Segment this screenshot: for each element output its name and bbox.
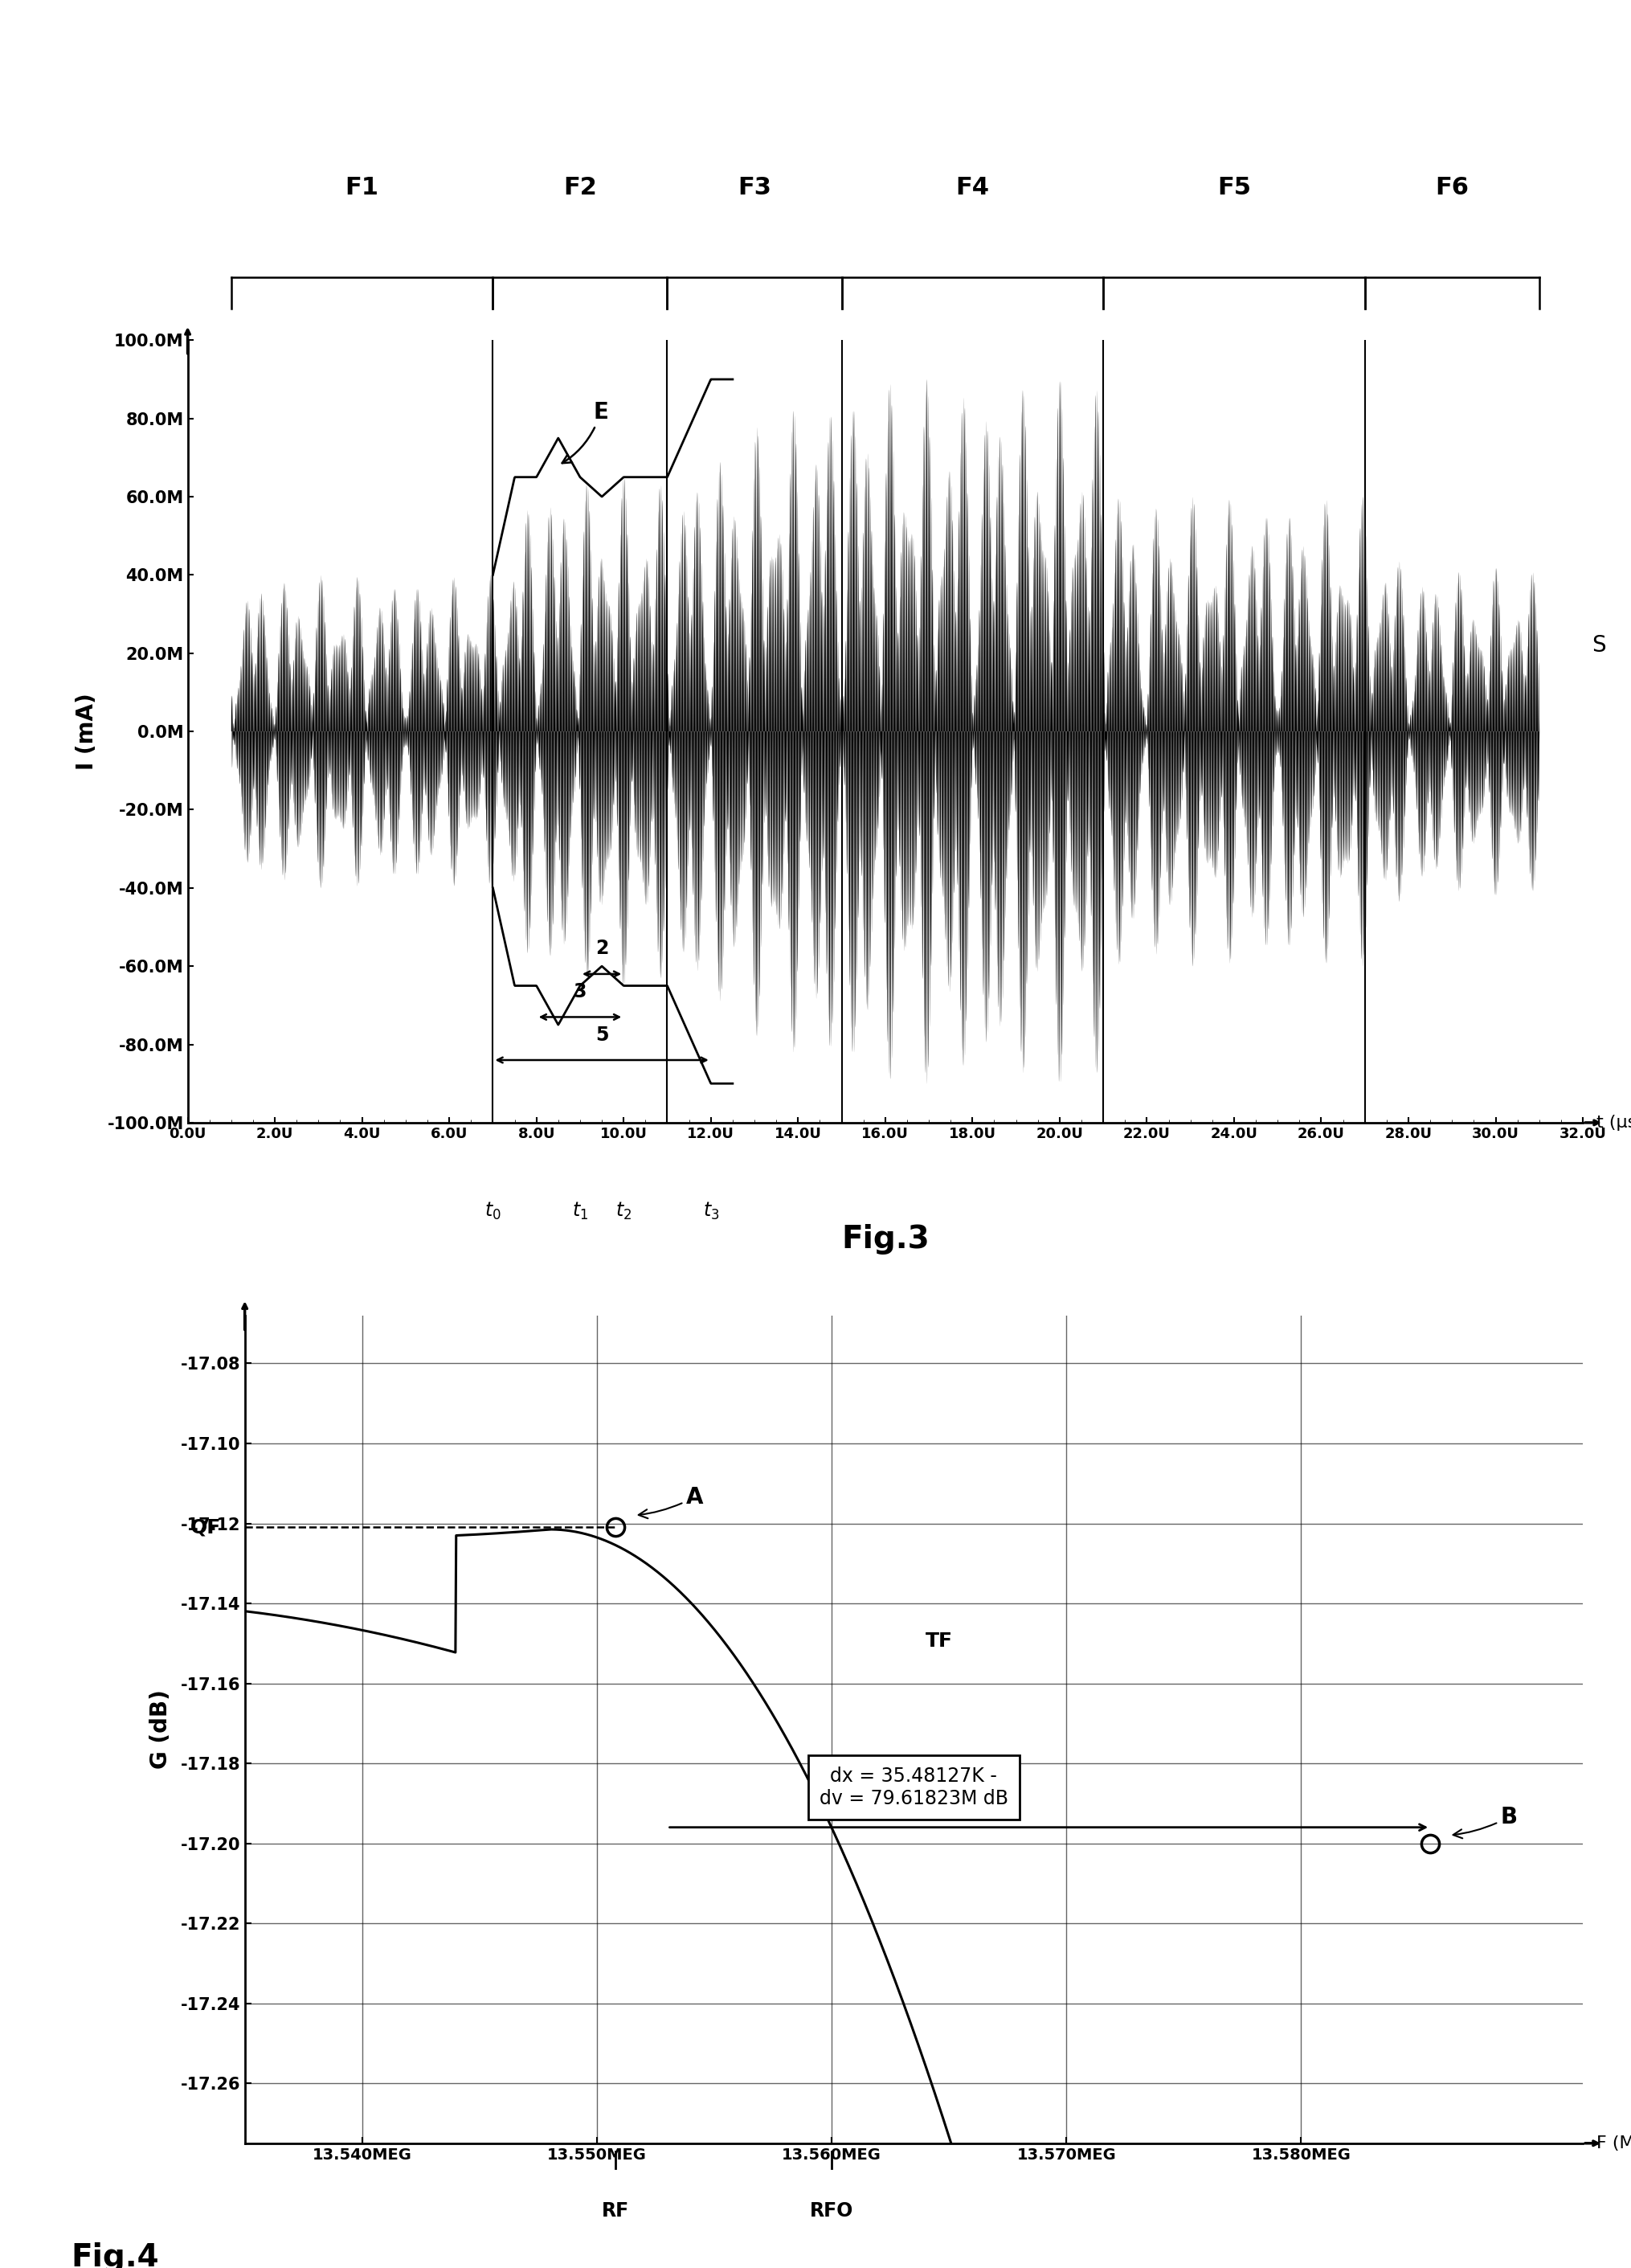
Text: B: B: [1453, 1805, 1517, 1839]
Text: E: E: [561, 401, 608, 463]
Text: dx = 35.48127K -
dv = 79.61823M dB: dx = 35.48127K - dv = 79.61823M dB: [819, 1767, 1008, 1808]
Text: F2: F2: [563, 177, 597, 200]
Text: F5: F5: [1217, 177, 1251, 200]
Y-axis label: G (dB): G (dB): [150, 1690, 171, 1769]
Text: $t_3$: $t_3$: [703, 1202, 719, 1222]
Text: F (MHz): F (MHz): [1595, 2134, 1631, 2152]
Text: RFO: RFO: [809, 2202, 853, 2220]
Text: TF: TF: [925, 1631, 953, 1651]
Text: Fig.4: Fig.4: [70, 2243, 158, 2268]
Text: $t_0$: $t_0$: [484, 1202, 501, 1222]
Y-axis label: I (mA): I (mA): [75, 694, 98, 769]
Text: $t_1$: $t_1$: [572, 1202, 587, 1222]
Text: S: S: [1590, 635, 1605, 658]
Text: F4: F4: [956, 177, 988, 200]
Text: 3: 3: [572, 982, 587, 1002]
Text: F3: F3: [737, 177, 771, 200]
Text: t (μs): t (μs): [1597, 1114, 1631, 1132]
Text: $t_2$: $t_2$: [615, 1202, 631, 1222]
Text: Fig.3: Fig.3: [840, 1225, 930, 1254]
Text: 2: 2: [595, 939, 608, 959]
Text: QF: QF: [191, 1517, 222, 1538]
Text: F1: F1: [346, 177, 378, 200]
Text: RF: RF: [602, 2202, 630, 2220]
Text: 5: 5: [595, 1025, 608, 1043]
Text: A: A: [638, 1486, 703, 1517]
Text: F6: F6: [1435, 177, 1468, 200]
